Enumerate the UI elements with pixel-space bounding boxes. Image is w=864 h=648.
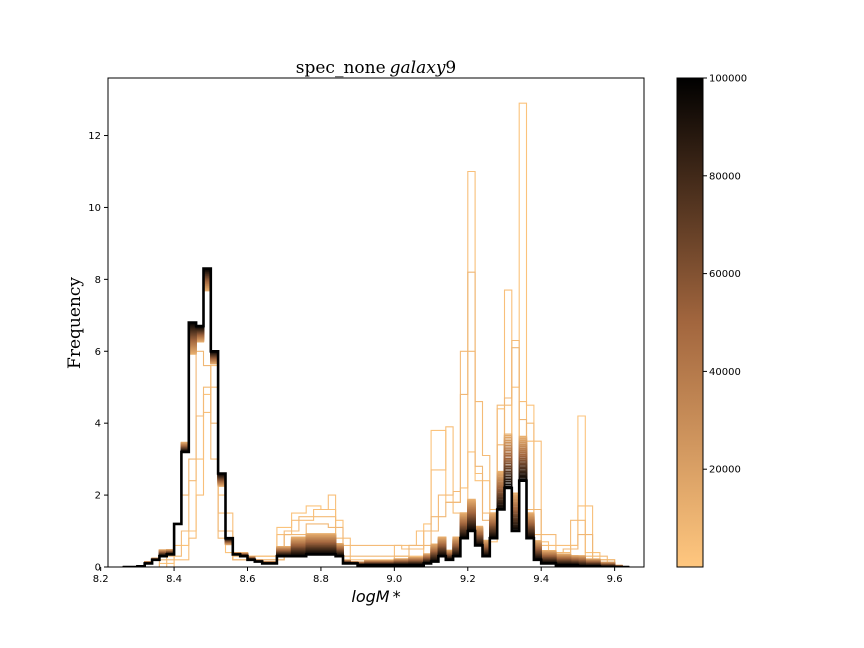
x-tick-label: 8.8 <box>313 574 329 585</box>
histogram-iter-19 <box>122 277 630 567</box>
histogram-early-3 <box>166 339 622 567</box>
y-tick-label: 0 <box>95 563 101 574</box>
y-axis-label: Frequency <box>65 277 85 369</box>
colorbar-tick-label: 80000 <box>709 171 741 182</box>
colorbar-tick-label: 20000 <box>709 465 741 476</box>
title-suffix: 9 <box>445 58 456 78</box>
histogram-iter-29 <box>122 270 630 567</box>
y-tick-label: 10 <box>88 203 101 214</box>
histogram-iter-31 <box>122 269 630 567</box>
histogram-iter-15 <box>122 279 630 567</box>
histogram-iter-21 <box>122 275 630 567</box>
y-tick-label: 6 <box>95 347 101 358</box>
colorbar-tick-label: 100000 <box>709 74 747 85</box>
histogram-iter-28 <box>122 271 630 567</box>
colorbar-tick-label: 60000 <box>709 269 741 280</box>
y-axis: 0 2 4 6 8 10 12 <box>88 131 108 574</box>
y-tick-label: 4 <box>95 419 101 430</box>
histogram-iter-30 <box>122 269 630 567</box>
x-axis-label-suffix: * <box>393 587 401 606</box>
histogram-iter-20 <box>122 276 630 567</box>
x-tick-label: 9.0 <box>386 574 402 585</box>
histogram-iter-25 <box>122 273 630 567</box>
histogram-early-2 <box>173 170 622 567</box>
histogram-iter-27 <box>122 271 630 567</box>
histogram-iter-33 <box>122 267 630 567</box>
histogram-iter-17 <box>122 278 630 567</box>
x-tick-label: 8.6 <box>240 574 256 585</box>
histogram-iter-14 <box>122 280 630 567</box>
histogram-iter-26 <box>122 272 630 567</box>
plot-frame <box>107 77 645 568</box>
y-tick-label: 12 <box>88 131 101 142</box>
title-roman: spec_none <box>296 58 386 78</box>
colorbar-axis: 20000 40000 60000 80000 100000 <box>703 74 747 476</box>
x-tick-label: 9.6 <box>607 574 623 585</box>
y-tick-label: 2 <box>95 491 101 502</box>
title-italic: galaxy <box>390 58 446 78</box>
colorbar <box>676 77 704 568</box>
x-tick-label: 9.4 <box>533 574 549 585</box>
x-tick-label: 8.2 <box>93 574 109 585</box>
y-tick-label: 8 <box>95 275 101 286</box>
histogram-iter-22 <box>122 275 630 567</box>
colorbar-tick-label: 40000 <box>709 367 741 378</box>
histogram-iter-16 <box>122 279 630 567</box>
histogram-early-1 <box>158 102 622 567</box>
x-axis-label: logM * <box>351 587 400 606</box>
histogram-early-4 <box>158 271 622 567</box>
histogram-iter-23 <box>122 274 630 567</box>
chart-title: spec_none galaxy9 <box>296 58 457 78</box>
x-tick-label: 8.4 <box>166 574 182 585</box>
histogram-iter-32 <box>122 268 630 567</box>
x-axis: 8.2 8.4 8.6 8.8 9.0 9.2 9.4 9.6 <box>93 567 623 585</box>
x-tick-label: 9.2 <box>460 574 476 585</box>
plot-area <box>122 102 630 567</box>
histogram-iter-18 <box>122 277 630 567</box>
x-axis-label-italic: logM <box>351 587 389 606</box>
histogram-iter-13 <box>122 281 630 567</box>
histogram-iter-24 <box>122 273 630 567</box>
